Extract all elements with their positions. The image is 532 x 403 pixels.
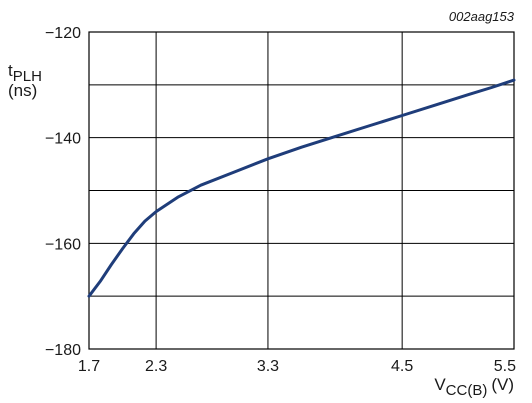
x-axis-label-sub: CC(B) [446, 382, 488, 399]
y-tick-label: −140 [45, 131, 81, 148]
y-tick-labels: −120 −140 −160 −180 [45, 25, 81, 359]
y-axis-unit: (ns) [8, 81, 37, 100]
y-axis-label-main: t [8, 61, 13, 80]
figure-id: 002aag153 [449, 9, 515, 24]
grid [88, 31, 515, 350]
x-tick-label: 2.3 [145, 358, 167, 375]
data-line [87, 78, 516, 298]
y-axis-label: tPLH [8, 61, 42, 85]
x-axis-label: VCC(B) (V) [434, 375, 514, 399]
y-tick-label: −120 [45, 25, 81, 42]
y-axis-label-sub: PLH [13, 68, 42, 85]
x-tick-label: 3.3 [257, 358, 279, 375]
x-tick-label: 4.5 [391, 358, 413, 375]
x-tick-labels: 1.7 2.3 3.3 4.5 5.5 [78, 358, 516, 375]
x-axis-label-main: V [434, 375, 446, 394]
y-tick-label: −160 [45, 236, 81, 253]
plot-frame [88, 31, 515, 350]
y-tick-label: −180 [45, 342, 81, 359]
x-tick-label: 5.5 [494, 358, 516, 375]
x-tick-label: 1.7 [78, 358, 100, 375]
x-axis-label-unit: (V) [491, 375, 514, 394]
